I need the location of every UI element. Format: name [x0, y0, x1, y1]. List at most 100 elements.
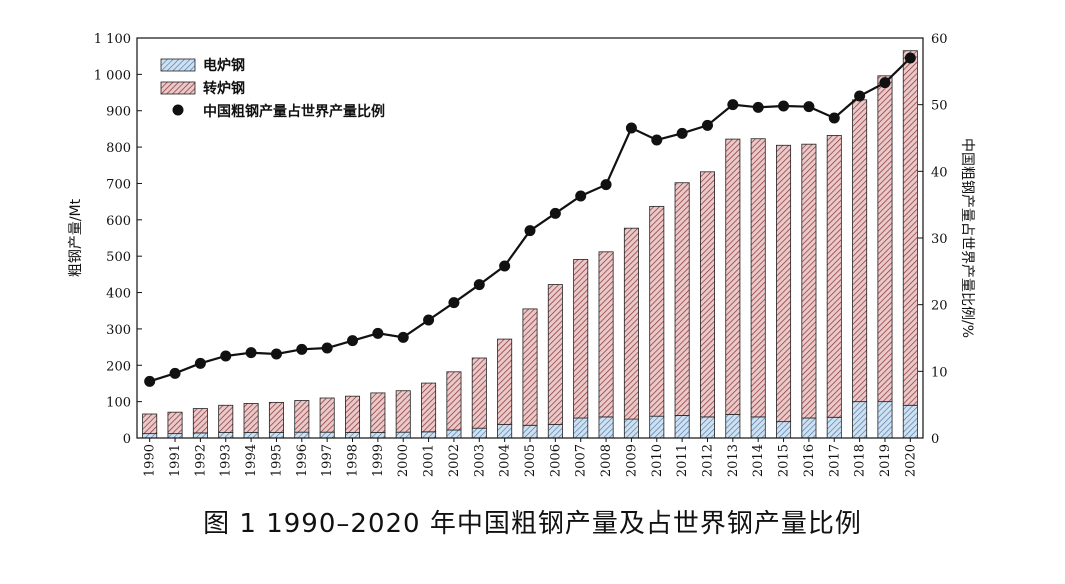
bar-bof-1998 — [345, 395, 361, 433]
bar-bof-2014 — [750, 138, 766, 418]
share-point-2013 — [727, 99, 739, 111]
bar-eaf-2008 — [598, 416, 614, 439]
x-tick-label-2002: 2002 — [447, 444, 462, 477]
bar-bof-1992 — [192, 408, 208, 434]
share-point-2011 — [676, 127, 688, 139]
bar-eaf-2020 — [902, 404, 918, 439]
bar-bof-1999 — [370, 392, 386, 433]
x-tick-label-2007: 2007 — [574, 444, 589, 477]
share-point-2019 — [879, 77, 891, 89]
share-point-1999 — [372, 327, 384, 339]
bar-eaf-2013 — [725, 413, 741, 439]
share-point-1993 — [220, 350, 232, 362]
x-tick-label-1995: 1995 — [269, 444, 284, 477]
bar-eaf-2009 — [623, 418, 639, 439]
bar-bof-1991 — [167, 411, 183, 435]
x-tick-label-2003: 2003 — [472, 444, 487, 477]
bar-eaf-1995 — [268, 432, 284, 439]
share-point-1997 — [321, 342, 333, 354]
bar-bof-2018 — [852, 99, 868, 403]
bar-eaf-2007 — [573, 417, 589, 439]
x-tick-label-2001: 2001 — [422, 444, 437, 477]
bar-bof-2004 — [497, 338, 513, 425]
x-tick-label-1990: 1990 — [143, 444, 158, 477]
bar-eaf-1997 — [319, 431, 335, 439]
bar-bof-2011 — [674, 182, 690, 416]
bar-eaf-1996 — [294, 431, 310, 439]
bar-bof-2002 — [446, 371, 462, 431]
share-point-1996 — [296, 343, 308, 355]
bar-eaf-1993 — [218, 432, 234, 439]
bar-bof-2015 — [776, 144, 792, 423]
share-point-2004 — [499, 260, 511, 272]
x-tick-label-1996: 1996 — [295, 444, 310, 477]
y-right-axis-title: 中国粗钢产量占世界产量比例/% — [959, 138, 975, 338]
x-tick-label-2004: 2004 — [498, 444, 513, 477]
share-point-1994 — [245, 347, 257, 359]
bar-eaf-2012 — [699, 416, 715, 439]
bar-bof-2008 — [598, 251, 614, 418]
bar-eaf-2014 — [750, 416, 766, 439]
x-tick-label-1998: 1998 — [346, 444, 361, 477]
bar-bof-2016 — [801, 143, 817, 419]
bar-bof-2007 — [573, 259, 589, 419]
bar-eaf-1992 — [192, 432, 208, 439]
y-left-tick-label: 200 — [106, 359, 131, 374]
x-tick-label-2000: 2000 — [396, 444, 411, 477]
y-right-tick-label: 40 — [931, 165, 948, 180]
bar-eaf-2000 — [395, 431, 411, 439]
bar-eaf-1991 — [167, 433, 183, 439]
y-right-tick-label: 0 — [931, 432, 939, 447]
y-right-tick-label: 20 — [931, 299, 948, 314]
x-tick-label-2006: 2006 — [548, 444, 563, 477]
share-point-2015 — [778, 100, 790, 112]
x-tick-label-2013: 2013 — [726, 444, 741, 477]
share-point-1992 — [194, 357, 206, 369]
x-tick-label-1997: 1997 — [320, 444, 335, 477]
x-tick-label-2010: 2010 — [650, 444, 665, 477]
bar-bof-2017 — [826, 135, 842, 418]
bar-eaf-2017 — [826, 416, 842, 439]
y-right-tick-label: 30 — [931, 232, 948, 247]
x-tick-label-2008: 2008 — [599, 444, 614, 477]
bar-eaf-1994 — [243, 432, 259, 439]
x-tick-label-1992: 1992 — [193, 444, 208, 477]
share-point-2017 — [828, 112, 840, 124]
y-left-tick-label: 700 — [106, 177, 131, 192]
bar-bof-2010 — [649, 205, 665, 417]
y-left-tick-label: 1 000 — [94, 68, 131, 83]
share-point-2005 — [524, 225, 536, 237]
share-point-2010 — [651, 134, 663, 146]
bar-bof-2003 — [471, 357, 487, 429]
legend-label-eaf: 电炉钢 — [203, 57, 245, 74]
share-point-2020 — [904, 52, 916, 64]
share-point-2007 — [575, 190, 587, 202]
x-tick-label-2009: 2009 — [624, 444, 639, 477]
share-point-2000 — [397, 331, 409, 343]
bar-eaf-2005 — [522, 424, 538, 439]
bar-layer — [142, 50, 918, 439]
bar-eaf-1999 — [370, 432, 386, 439]
x-tick-label-2016: 2016 — [802, 444, 817, 477]
y-left-tick-label: 100 — [106, 396, 131, 411]
bar-eaf-1998 — [345, 432, 361, 439]
legend-marker-share — [172, 104, 184, 116]
bar-bof-2013 — [725, 138, 741, 415]
bar-eaf-2015 — [776, 421, 792, 439]
share-line-layer — [144, 52, 916, 387]
x-tick-label-2005: 2005 — [523, 444, 538, 477]
share-point-2002 — [448, 297, 460, 309]
legend-swatch-bof — [160, 81, 196, 95]
bar-eaf-2006 — [547, 424, 563, 439]
share-point-2006 — [549, 207, 561, 219]
bar-bof-1994 — [243, 403, 259, 433]
bar-bof-1996 — [294, 400, 310, 433]
x-tick-label-1993: 1993 — [219, 444, 234, 477]
x-tick-label-2014: 2014 — [751, 444, 766, 477]
share-point-1995 — [270, 348, 282, 360]
bar-eaf-1990 — [142, 433, 158, 439]
bar-eaf-2010 — [649, 415, 665, 439]
